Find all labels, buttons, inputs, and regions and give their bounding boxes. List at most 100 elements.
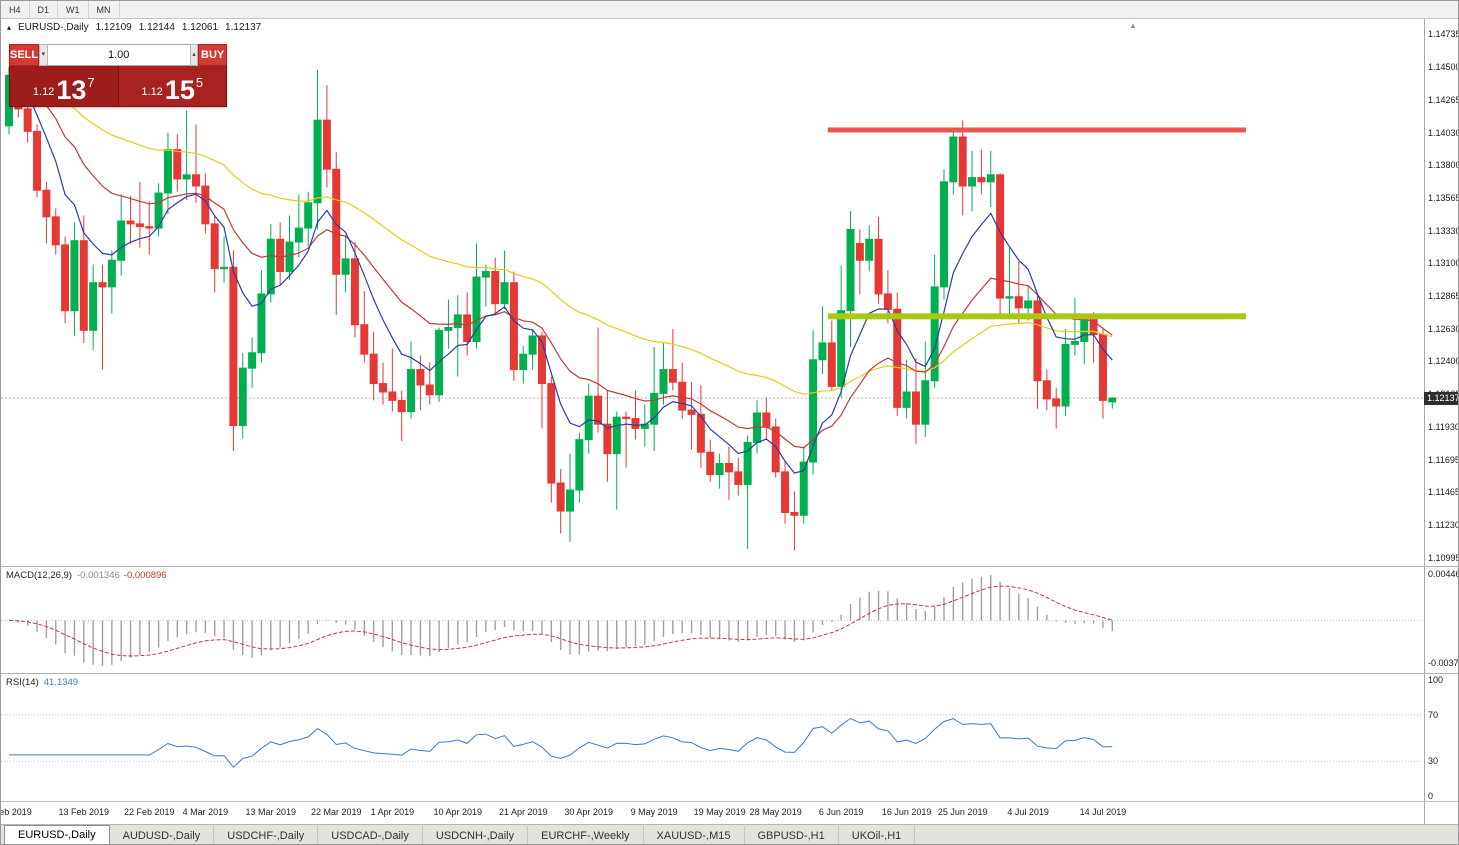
volume-decrease-button[interactable]: ▾ [39, 44, 48, 66]
rsi-axis[interactable]: 100 70 30 0 [1424, 674, 1458, 801]
candle [173, 134, 182, 192]
time-axis-label: 19 May 2019 [693, 807, 746, 817]
candle [360, 291, 369, 363]
rsi-line [9, 717, 1113, 768]
chart-shift-marker-icon: ▲ [1129, 21, 1137, 30]
candle [706, 439, 715, 482]
candle [687, 382, 696, 450]
price-axis-label: 1.14030 [1428, 127, 1459, 138]
macd-indicator-pane: MACD(12,26,9) -0.001346-0.000896 0.004465… [1, 566, 1459, 674]
price-axis-label: 1.12630 [1428, 323, 1459, 334]
volume-input[interactable] [47, 45, 190, 65]
macd-chart[interactable] [1, 567, 1423, 674]
chart-tab-eurchf-weekly[interactable]: EURCHF-,Weekly [528, 826, 644, 844]
candle [603, 390, 612, 482]
candle [42, 181, 51, 244]
candle [874, 216, 883, 304]
candle [650, 347, 659, 451]
candle [715, 453, 724, 489]
candle [1061, 328, 1070, 416]
ohlc-high: 1.12144 [138, 22, 175, 33]
time-axis-label: 21 Apr 2019 [498, 807, 548, 817]
buy-price-big: 15 [164, 75, 195, 106]
price-axis-label: 1.12865 [1428, 291, 1459, 301]
candle [1052, 387, 1061, 429]
timeframe-button-h4[interactable]: H4 [1, 1, 30, 18]
candle [1033, 293, 1042, 409]
time-axis-label: 30 Apr 2019 [564, 807, 613, 817]
macd-scale-max: 0.004465 [1428, 569, 1458, 579]
price-axis-label: 1.14265 [1428, 94, 1459, 105]
candlestick-chart[interactable] [1, 19, 1423, 566]
candle [1042, 369, 1051, 411]
timeframe-button-w1[interactable]: W1 [58, 1, 89, 18]
candle [940, 169, 948, 300]
sell-price-display[interactable]: 1.12 13 7 [10, 66, 119, 106]
candle [827, 320, 836, 391]
buy-price-display[interactable]: 1.12 15 5 [118, 66, 226, 106]
candle [98, 264, 107, 370]
macd-axis[interactable]: 0.004465 -0.003715 [1424, 567, 1459, 673]
candle [640, 404, 649, 447]
price-axis-label: 1.14735 [1428, 29, 1459, 39]
chart-tab-usdcad-daily[interactable]: USDCAD-,Daily [318, 826, 423, 844]
time-axis[interactable]: 4 Feb 2019 13 Feb 2019 22 Feb 2019 4 Mar 20… [0, 801, 1458, 824]
candle [407, 341, 416, 419]
time-axis-label: 4 Feb 2019 [0, 807, 32, 817]
rsi-axis-label: 100 [1428, 675, 1444, 685]
price-axis-label: 1.11230 [1428, 520, 1459, 531]
timeframe-button-mn[interactable]: MN [89, 1, 120, 18]
macd-scale-min: -0.003715 [1428, 658, 1459, 668]
chart-tab-audusd-daily[interactable]: AUDUSD-,Daily [110, 826, 215, 844]
candle [1098, 327, 1107, 419]
candle [762, 397, 771, 440]
time-axis-label: 10 Apr 2019 [433, 807, 483, 817]
macd-name: MACD(12,26,9) [6, 570, 72, 581]
candle [500, 250, 509, 310]
buy-button[interactable]: BUY [198, 44, 227, 66]
candle [837, 265, 846, 398]
candle [163, 132, 172, 215]
current-price-value: 1.12137 [1427, 392, 1459, 403]
candle [1108, 397, 1117, 409]
candle [818, 306, 827, 374]
rsi-indicator-pane: RSI(14) 41.1349 100 70 30 0 [1, 673, 1458, 802]
candle [201, 173, 210, 234]
sell-button[interactable]: SELL [9, 44, 40, 66]
volume-increase-button[interactable]: ▴ [189, 44, 199, 66]
candle [781, 460, 790, 524]
price-axis[interactable]: 1.14735 1.14500 1.14265 1.14030 1.13800 1.135… [1424, 19, 1459, 566]
candle [734, 457, 743, 496]
time-axis-label: 4 Jul 2019 [1007, 807, 1049, 817]
candle [537, 331, 546, 429]
chart-tab-bar: EURUSD-,Daily AUDUSD-,Daily USDCHF-,Daily U… [1, 824, 1458, 844]
chart-tab-gbpusd-h1[interactable]: GBPUSD-,H1 [745, 826, 839, 844]
chart-tab-eurusd-daily[interactable]: EURUSD-,Daily [4, 825, 110, 844]
rsi-chart[interactable] [1, 674, 1423, 802]
sell-price-prefix: 1.12 [32, 86, 55, 98]
chart-tab-ukoil-h1[interactable]: UKOil-,H1 [839, 826, 916, 844]
candle [996, 173, 1005, 314]
candle [135, 181, 144, 248]
timeframe-button-d1[interactable]: D1 [30, 1, 59, 18]
candle [743, 435, 752, 549]
support-line[interactable] [827, 313, 1246, 320]
volume-input-group [47, 44, 190, 66]
resistance-line[interactable] [827, 127, 1246, 133]
chart-tab-xauusd-m15[interactable]: XAUUSD-,M15 [644, 826, 745, 844]
candle [986, 150, 995, 208]
time-axis-label: 9 May 2019 [630, 807, 678, 817]
buy-price-prefix: 1.12 [141, 86, 163, 98]
candle [949, 129, 958, 195]
chart-tab-usdchf-daily[interactable]: USDCHF-,Daily [214, 826, 319, 844]
candle [472, 243, 481, 349]
chart-tab-usdcnh-daily[interactable]: USDCNH-,Daily [423, 826, 529, 844]
candle [1089, 312, 1098, 363]
candle [865, 225, 874, 272]
candle [192, 124, 200, 203]
candle [369, 331, 378, 401]
one-click-panel-toggle-icon[interactable]: ▴ [7, 23, 12, 32]
candle [33, 124, 42, 198]
